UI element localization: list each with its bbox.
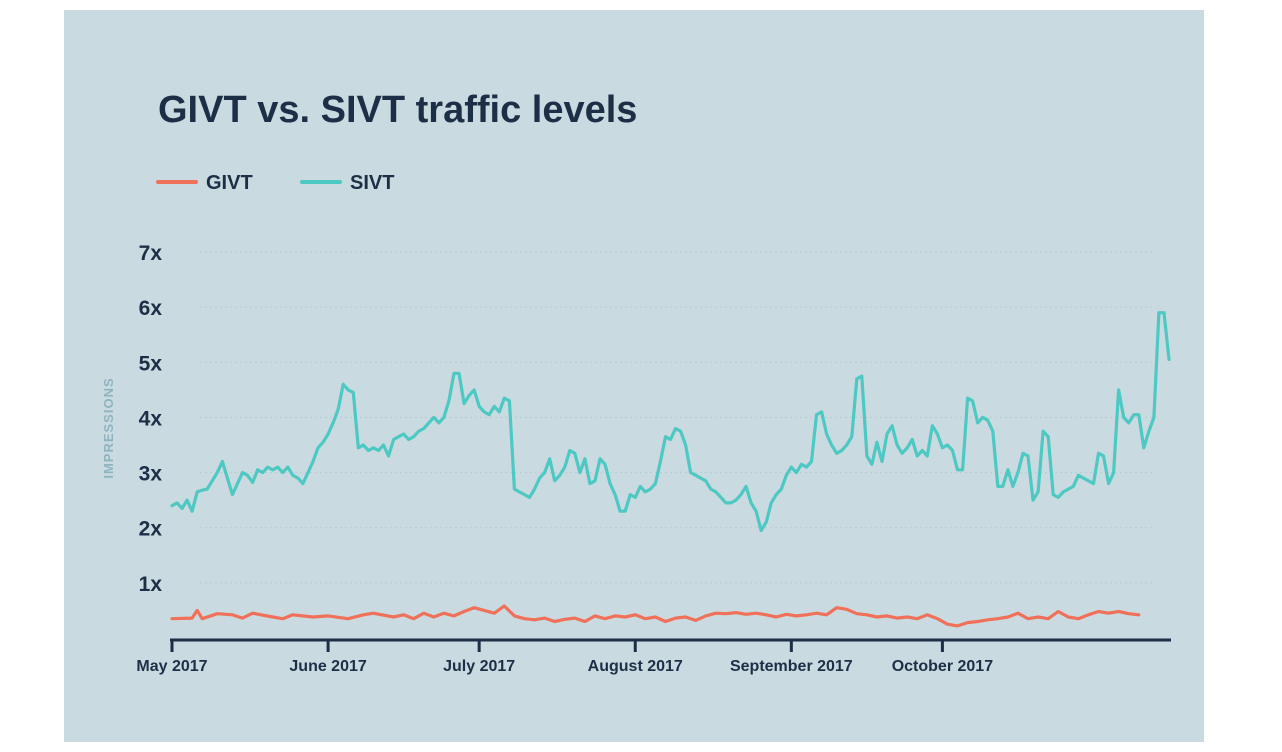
y-axis-ticks: 1x 2x 3x 4x 5x 6x 7x xyxy=(139,242,163,596)
y-axis-label: IMPRESSIONS xyxy=(101,377,116,478)
y-tick-label: 3x xyxy=(139,463,163,486)
legend-label-givt: GIVT xyxy=(206,172,253,194)
x-axis-ticks: May 2017 June 2017 July 2017 August 2017 Sep… xyxy=(136,640,993,675)
y-tick-label: 1x xyxy=(139,573,163,596)
y-tick-label: 6x xyxy=(139,297,163,320)
series-line-sivt xyxy=(170,311,1171,533)
x-tick-label: June 2017 xyxy=(289,658,366,675)
series-lines xyxy=(170,311,1171,628)
x-tick-label: May 2017 xyxy=(136,658,207,675)
y-tick-label: 7x xyxy=(139,242,163,265)
x-tick-label: July 2017 xyxy=(443,658,515,675)
chart-card xyxy=(64,10,1204,742)
legend: GIVT SIVT xyxy=(156,172,394,194)
x-tick-label: September 2017 xyxy=(730,658,853,675)
chart-title: GIVT vs. SIVT traffic levels xyxy=(158,89,637,131)
y-tick-label: 4x xyxy=(139,407,163,430)
legend-label-sivt: SIVT xyxy=(350,172,394,194)
x-tick-label: October 2017 xyxy=(892,658,993,675)
y-tick-label: 5x xyxy=(139,352,163,375)
x-tick-label: August 2017 xyxy=(588,658,683,675)
gridlines xyxy=(200,251,1152,584)
y-tick-label: 2x xyxy=(139,518,163,541)
series-line-givt xyxy=(170,604,1141,628)
